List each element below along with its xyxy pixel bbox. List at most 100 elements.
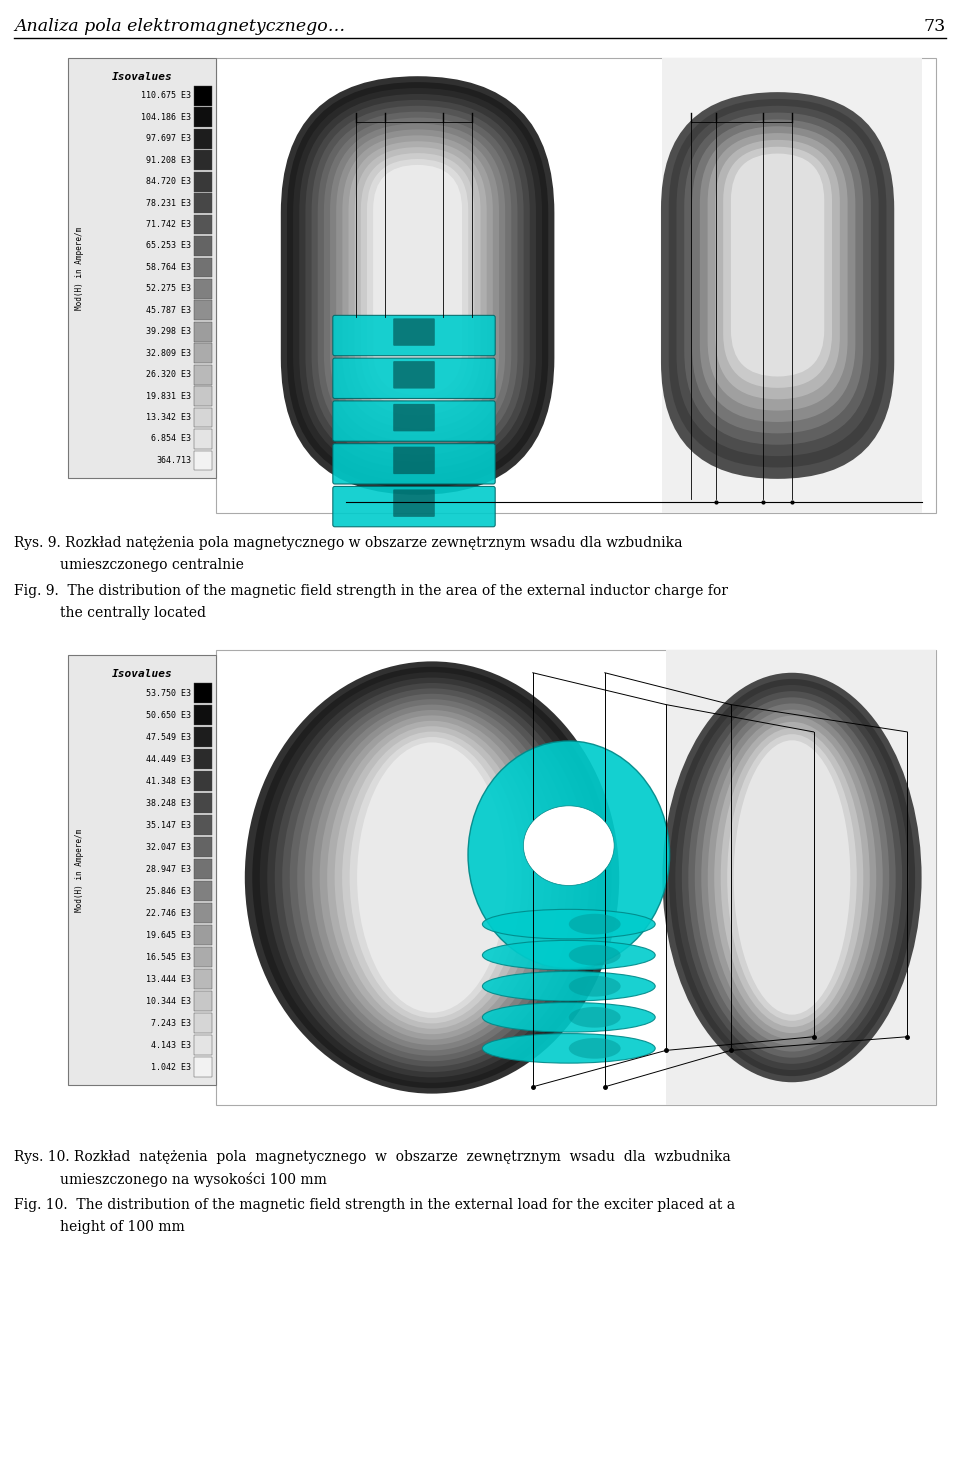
- Ellipse shape: [695, 704, 889, 1051]
- Bar: [194, 365, 212, 384]
- FancyBboxPatch shape: [677, 106, 878, 456]
- Text: 364.713: 364.713: [156, 456, 191, 465]
- Text: 78.231 E3: 78.231 E3: [146, 199, 191, 208]
- FancyBboxPatch shape: [373, 165, 462, 394]
- Text: 97.697 E3: 97.697 E3: [146, 134, 191, 143]
- Ellipse shape: [282, 689, 582, 1067]
- FancyBboxPatch shape: [708, 132, 848, 411]
- Text: 38.248 E3: 38.248 E3: [146, 799, 191, 808]
- Ellipse shape: [733, 740, 851, 1014]
- FancyBboxPatch shape: [700, 127, 855, 422]
- Bar: [68, 655, 216, 1085]
- FancyBboxPatch shape: [394, 489, 435, 517]
- Text: Mod(H) in Ampere/m: Mod(H) in Ampere/m: [76, 829, 84, 911]
- FancyBboxPatch shape: [684, 112, 871, 445]
- Text: 53.750 E3: 53.750 E3: [146, 689, 191, 698]
- Ellipse shape: [676, 684, 908, 1070]
- Text: Isovalues: Isovalues: [111, 72, 173, 82]
- Bar: [194, 749, 212, 770]
- Ellipse shape: [568, 1038, 620, 1058]
- FancyBboxPatch shape: [715, 140, 840, 399]
- Text: 19.831 E3: 19.831 E3: [146, 392, 191, 400]
- FancyBboxPatch shape: [723, 147, 832, 389]
- Text: 4.143 E3: 4.143 E3: [151, 1041, 191, 1050]
- Bar: [194, 322, 212, 342]
- Text: 1.042 E3: 1.042 E3: [151, 1063, 191, 1072]
- Text: height of 100 mm: height of 100 mm: [60, 1220, 184, 1234]
- Ellipse shape: [320, 715, 544, 1039]
- Text: Fig. 10.  The distribution of the magnetic field strength in the external load f: Fig. 10. The distribution of the magneti…: [14, 1198, 735, 1211]
- Bar: [194, 236, 212, 256]
- Bar: [194, 683, 212, 704]
- Text: 28.947 E3: 28.947 E3: [146, 864, 191, 873]
- Text: 22.746 E3: 22.746 E3: [146, 908, 191, 917]
- Ellipse shape: [252, 667, 612, 1088]
- Ellipse shape: [523, 805, 614, 886]
- Bar: [194, 771, 212, 792]
- Bar: [194, 107, 212, 127]
- Text: 47.549 E3: 47.549 E3: [146, 733, 191, 742]
- Ellipse shape: [568, 976, 620, 997]
- FancyBboxPatch shape: [333, 486, 495, 527]
- FancyBboxPatch shape: [361, 153, 474, 408]
- Bar: [194, 882, 212, 901]
- FancyBboxPatch shape: [312, 106, 523, 462]
- Text: the centrally located: the centrally located: [60, 606, 206, 620]
- Text: 58.764 E3: 58.764 E3: [146, 263, 191, 272]
- Text: Fig. 9.  The distribution of the magnetic field strength in the area of the exte: Fig. 9. The distribution of the magnetic…: [14, 584, 728, 598]
- Bar: [194, 860, 212, 879]
- Bar: [194, 300, 212, 321]
- Text: 71.742 E3: 71.742 E3: [146, 219, 191, 230]
- Bar: [662, 57, 922, 514]
- Text: 7.243 E3: 7.243 E3: [151, 1019, 191, 1027]
- Ellipse shape: [669, 679, 915, 1076]
- Text: 91.208 E3: 91.208 E3: [146, 156, 191, 165]
- Ellipse shape: [568, 914, 620, 935]
- Bar: [216, 651, 936, 1105]
- Bar: [194, 705, 212, 726]
- Bar: [194, 430, 212, 449]
- Bar: [666, 651, 936, 1105]
- Bar: [194, 815, 212, 835]
- Text: 44.449 E3: 44.449 E3: [146, 755, 191, 764]
- Bar: [194, 85, 212, 106]
- Bar: [194, 172, 212, 191]
- Text: Rys. 10. Rozkład  natężenia  pola  magnetycznego  w  obszarze  zewnętrznym  wsad: Rys. 10. Rozkład natężenia pola magnetyc…: [14, 1150, 731, 1164]
- FancyBboxPatch shape: [394, 403, 435, 431]
- FancyBboxPatch shape: [333, 358, 495, 399]
- FancyBboxPatch shape: [305, 100, 530, 468]
- Text: umieszczonego na wysokości 100 mm: umieszczonego na wysokości 100 mm: [60, 1172, 326, 1186]
- Bar: [194, 386, 212, 406]
- FancyBboxPatch shape: [343, 135, 492, 428]
- Ellipse shape: [335, 726, 529, 1029]
- Bar: [194, 258, 212, 277]
- Bar: [194, 727, 212, 748]
- FancyBboxPatch shape: [333, 443, 495, 484]
- Text: 39.298 E3: 39.298 E3: [146, 327, 191, 336]
- Bar: [194, 946, 212, 967]
- Ellipse shape: [357, 742, 507, 1013]
- Bar: [194, 1057, 212, 1078]
- Text: 65.253 E3: 65.253 E3: [146, 241, 191, 250]
- FancyBboxPatch shape: [318, 112, 517, 455]
- Bar: [194, 1035, 212, 1055]
- Ellipse shape: [260, 673, 604, 1083]
- Text: Analiza pola elektromagnetycznego…: Analiza pola elektromagnetycznego…: [14, 18, 346, 35]
- Text: 35.147 E3: 35.147 E3: [146, 820, 191, 830]
- FancyBboxPatch shape: [336, 130, 499, 436]
- Text: 41.348 E3: 41.348 E3: [146, 777, 191, 786]
- Ellipse shape: [267, 677, 597, 1078]
- Text: 73: 73: [924, 18, 946, 35]
- Ellipse shape: [682, 692, 902, 1064]
- FancyBboxPatch shape: [731, 153, 825, 377]
- Text: 19.645 E3: 19.645 E3: [146, 930, 191, 939]
- Ellipse shape: [688, 698, 896, 1058]
- FancyBboxPatch shape: [333, 400, 495, 442]
- FancyBboxPatch shape: [293, 88, 542, 481]
- Bar: [194, 193, 212, 213]
- Bar: [216, 57, 936, 514]
- Bar: [68, 57, 216, 478]
- FancyBboxPatch shape: [660, 93, 895, 478]
- Text: 16.545 E3: 16.545 E3: [146, 952, 191, 961]
- FancyBboxPatch shape: [280, 77, 555, 495]
